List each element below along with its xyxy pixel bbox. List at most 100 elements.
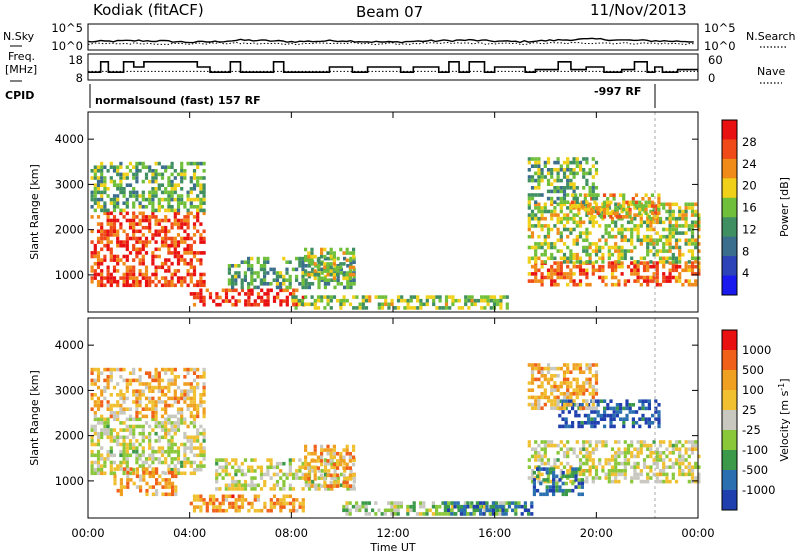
echo-cell [304, 302, 308, 307]
echo-cell [626, 202, 631, 207]
echo-cell [562, 193, 567, 197]
echo-cell [387, 508, 391, 513]
echo-cell [128, 218, 133, 223]
echo-cell [578, 264, 583, 269]
echo-cell [665, 476, 669, 480]
echo-cell [93, 460, 97, 465]
echo-cell [678, 458, 682, 462]
echo-cell [585, 234, 589, 239]
echo-cell [123, 485, 127, 489]
echo-cell [128, 471, 133, 476]
echo-cell [186, 389, 190, 393]
echo-cell [588, 458, 592, 462]
echo-cell [562, 406, 567, 410]
echo-cell [132, 417, 136, 422]
echo-cell [594, 440, 599, 444]
echo-cell [585, 469, 589, 473]
echo-cell [488, 508, 492, 513]
echo-cell [606, 207, 610, 212]
echo-cell [534, 202, 538, 207]
echo-cell [540, 272, 544, 276]
echo-cell [148, 442, 152, 447]
echo-cell [160, 421, 165, 425]
echo-cell [100, 258, 104, 262]
echo-cell [125, 205, 129, 209]
echo-cell [619, 410, 623, 414]
echo-cell [345, 451, 349, 456]
echo-cell [628, 207, 632, 212]
echo-cell [566, 395, 570, 400]
echo-cell [622, 204, 626, 208]
echo-cell [569, 231, 573, 235]
echo-cell [330, 278, 334, 282]
echo-cell [170, 161, 174, 166]
echo-cell [668, 440, 672, 444]
echo-cell [559, 234, 563, 239]
echo-cell [125, 265, 129, 270]
echo-cell [690, 252, 695, 257]
echo-cell [609, 193, 613, 197]
echo-cell [339, 271, 343, 275]
echo-cell [160, 283, 165, 288]
y-tick-label: 3000 [55, 383, 84, 397]
echo-cell [250, 288, 254, 293]
echo-cell [352, 251, 356, 255]
echo-cell [649, 216, 653, 221]
echo-cell [144, 371, 149, 375]
echo-cell [590, 197, 594, 201]
echo-cell [138, 279, 142, 284]
echo-cell [590, 421, 594, 425]
echo-cell [157, 172, 161, 177]
echo-cell [684, 447, 688, 451]
echo-cell [626, 458, 631, 462]
echo-cell [100, 400, 104, 404]
echo-cell [256, 260, 260, 264]
echo-cell [583, 207, 587, 212]
echo-cell [591, 249, 595, 253]
colorbar-segment [722, 450, 737, 471]
echo-cell [247, 292, 251, 296]
echo-cell [192, 272, 197, 277]
echo-cell [599, 417, 603, 421]
echo-cell [561, 410, 565, 414]
echo-cell [112, 218, 117, 223]
echo-cell [164, 492, 168, 497]
echo-cell [530, 209, 535, 214]
echo-cell [556, 249, 560, 253]
echo-cell [109, 211, 113, 216]
echo-cell [483, 504, 487, 509]
echo-cell [409, 508, 413, 513]
echo-cell [444, 512, 448, 516]
echo-cell [649, 476, 653, 480]
echo-cell [593, 421, 597, 425]
echo-cell [215, 295, 219, 300]
echo-cell [349, 282, 353, 286]
echo-cell [227, 267, 231, 272]
echo-cell [697, 242, 701, 246]
echo-cell [144, 276, 149, 280]
echo-cell [502, 501, 506, 505]
echo-cell [128, 414, 133, 419]
echo-cell [157, 161, 161, 166]
echo-cell [263, 274, 267, 279]
echo-cell [556, 384, 560, 389]
echo-cell [534, 363, 538, 367]
echo-cell [540, 454, 544, 459]
echo-cell [604, 282, 608, 287]
echo-cell [530, 501, 534, 505]
echo-cell [540, 213, 544, 217]
echo-cell [285, 267, 289, 272]
echo-cell [205, 508, 209, 513]
echo-cell [336, 462, 340, 467]
echo-cell [534, 465, 538, 469]
echo-cell [199, 261, 203, 266]
echo-cell [387, 306, 391, 310]
echo-cell [641, 413, 645, 418]
colorbar-tick-label: -500 [742, 463, 768, 477]
echo-cell [256, 271, 260, 275]
echo-cell [604, 443, 608, 448]
echo-cell [550, 268, 554, 273]
echo-cell [173, 421, 177, 425]
colorbar-tick-label: 12 [742, 222, 757, 236]
echo-cell [304, 285, 308, 290]
